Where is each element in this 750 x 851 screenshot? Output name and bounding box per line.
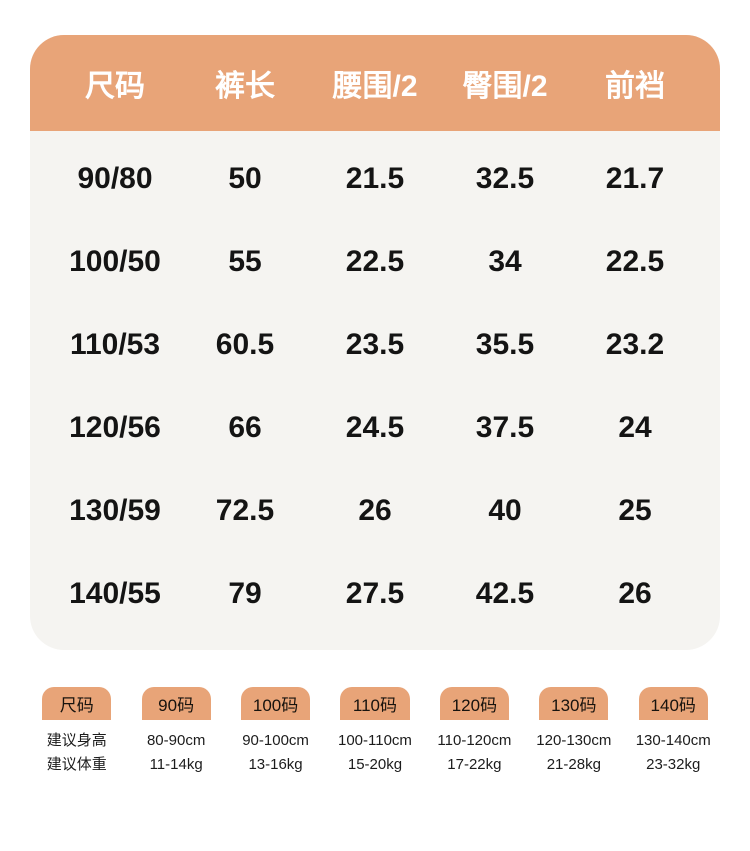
size-card-body: 90-100cm 13-16kg xyxy=(228,720,323,781)
size-card-line-height: 80-90cm xyxy=(146,732,206,749)
size-card-line-height: 建议身高 xyxy=(46,732,107,749)
table-cell: 32.5 xyxy=(475,161,535,195)
size-card-line-height: 100-110cm xyxy=(338,732,412,749)
size-card-legend: 尺码 建议身高 建议体重 xyxy=(30,687,124,781)
size-cell: 100/50 xyxy=(69,244,161,278)
size-table-header-row: 尺码 裤长 腰围/2 臀围/2 前裆 xyxy=(30,35,720,131)
table-cell: 55 xyxy=(228,244,262,278)
size-card-body: 80-90cm 11-14kg xyxy=(129,720,223,781)
table-cell: 27.5 xyxy=(345,576,405,610)
size-card-header: 90码 xyxy=(141,687,211,720)
size-card-line-weight: 15-20kg xyxy=(347,756,403,773)
table-cell: 60.5 xyxy=(215,327,275,361)
size-card-line-weight: 13-16kg xyxy=(248,756,303,773)
size-card-line-weight: 建议体重 xyxy=(46,756,107,773)
size-cell: 140/55 xyxy=(69,576,161,610)
table-row: 120/56 66 24.5 37.5 24 xyxy=(50,386,700,469)
column-header-front-rise: 前裆 xyxy=(605,70,665,103)
size-cell: 120/56 xyxy=(69,410,161,444)
table-cell: 21.5 xyxy=(345,161,405,195)
size-card-body: 120-130cm 21-28kg xyxy=(527,720,621,781)
size-recommendation-cards: 尺码 建议身高 建议体重 90码 80-90cm 11-14kg 100码 90… xyxy=(30,687,720,781)
table-cell: 26 xyxy=(618,576,652,610)
column-header-size: 尺码 xyxy=(85,70,145,103)
size-card-body: 建议身高 建议体重 xyxy=(30,720,124,781)
size-card-line-height: 120-130cm xyxy=(536,732,612,749)
column-header-half-hip: 臀围/2 xyxy=(462,70,548,103)
size-card-header: 130码 xyxy=(539,687,609,720)
table-cell: 24.5 xyxy=(345,410,405,444)
size-card-140: 140码 130-140cm 23-32kg xyxy=(626,687,720,781)
table-cell: 23.2 xyxy=(605,327,665,361)
size-card-line-weight: 11-14kg xyxy=(149,756,203,773)
table-cell: 23.5 xyxy=(345,327,405,361)
table-cell: 50 xyxy=(228,161,262,195)
table-cell: 72.5 xyxy=(215,493,275,527)
size-card-body: 110-120cm 17-22kg xyxy=(427,720,522,781)
size-cell: 90/80 xyxy=(77,161,153,195)
size-card-body: 100-110cm 15-20kg xyxy=(328,720,422,781)
table-cell: 21.7 xyxy=(605,161,665,195)
size-card-line-height: 130-140cm xyxy=(635,732,711,749)
size-card-line-weight: 23-32kg xyxy=(646,756,701,773)
column-header-half-waist: 腰围/2 xyxy=(332,70,418,103)
table-cell: 37.5 xyxy=(475,410,535,444)
size-card-header: 110码 xyxy=(340,687,410,720)
size-card-header: 100码 xyxy=(240,687,311,720)
table-cell: 42.5 xyxy=(475,576,535,610)
size-card-line-height: 110-120cm xyxy=(437,732,512,749)
size-card-90: 90码 80-90cm 11-14kg xyxy=(129,687,223,781)
table-row: 90/80 50 21.5 32.5 21.7 xyxy=(50,137,700,220)
table-cell: 22.5 xyxy=(605,244,665,278)
table-cell: 26 xyxy=(358,493,392,527)
table-row: 100/50 55 22.5 34 22.5 xyxy=(50,220,700,303)
size-cell: 130/59 xyxy=(69,493,161,527)
table-row: 130/59 72.5 26 40 25 xyxy=(50,469,700,552)
size-card-120: 120码 110-120cm 17-22kg xyxy=(427,687,522,781)
size-card-130: 130码 120-130cm 21-28kg xyxy=(527,687,621,781)
table-cell: 25 xyxy=(618,493,652,527)
table-cell: 35.5 xyxy=(475,327,535,361)
size-card-100: 100码 90-100cm 13-16kg xyxy=(228,687,323,781)
size-card-body: 130-140cm 23-32kg xyxy=(626,720,720,781)
size-table-card: 尺码 裤长 腰围/2 臀围/2 前裆 90/80 50 21.5 32.5 21… xyxy=(30,35,720,650)
size-card-110: 110码 100-110cm 15-20kg xyxy=(328,687,422,781)
table-cell: 24 xyxy=(618,410,652,444)
table-cell: 40 xyxy=(488,493,522,527)
size-card-header: 140码 xyxy=(638,687,708,720)
column-header-pants-length: 裤长 xyxy=(215,70,275,103)
table-row: 140/55 79 27.5 42.5 26 xyxy=(50,552,700,635)
table-cell: 22.5 xyxy=(345,244,405,278)
table-cell: 79 xyxy=(228,576,262,610)
table-row: 110/53 60.5 23.5 35.5 23.2 xyxy=(50,303,700,386)
size-table-body: 90/80 50 21.5 32.5 21.7 100/50 55 22.5 3… xyxy=(30,131,720,635)
size-card-line-weight: 21-28kg xyxy=(546,756,601,773)
table-cell: 66 xyxy=(228,410,262,444)
size-card-header: 尺码 xyxy=(42,687,112,720)
size-card-header: 120码 xyxy=(439,687,509,720)
table-cell: 34 xyxy=(488,244,522,278)
size-cell: 110/53 xyxy=(69,327,161,361)
size-card-line-weight: 17-22kg xyxy=(447,756,502,773)
size-card-line-height: 90-100cm xyxy=(242,732,309,749)
